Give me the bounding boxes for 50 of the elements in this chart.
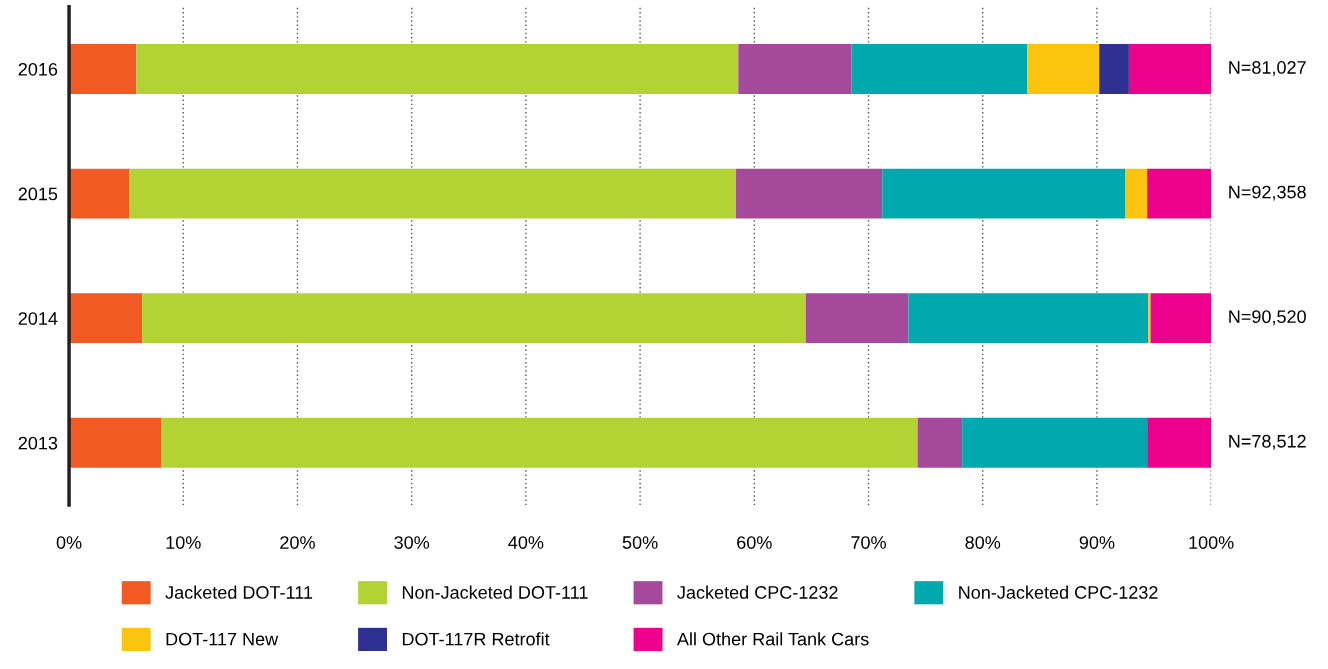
legend-label: All Other Rail Tank Cars	[676, 632, 869, 646]
bar	[736, 168, 883, 219]
bar	[69, 417, 162, 468]
legend-label: Non-Jacketed DOT-111	[402, 585, 588, 599]
legend-label: Jacketed CPC-1232	[677, 585, 838, 599]
bar	[69, 168, 130, 219]
y-tick-label: 2015	[18, 187, 58, 201]
legend-label: Jacketed DOT-111	[165, 585, 313, 599]
bar	[1150, 293, 1212, 344]
bar	[805, 293, 909, 344]
legend-label: Non-Jacketed CPC-1232	[959, 585, 1158, 599]
bar	[1125, 168, 1148, 219]
legend-label: DOT-117R Retrofit	[402, 632, 550, 646]
bar	[69, 293, 143, 344]
x-tick-label: 40%	[508, 536, 544, 549]
bar	[142, 293, 806, 344]
text: N=78,512	[1229, 434, 1306, 450]
bar	[917, 417, 963, 468]
bar	[908, 293, 1149, 344]
y-tick-label: 2013	[18, 436, 58, 450]
y-tick-label: 2014	[18, 312, 58, 325]
bar	[1099, 44, 1129, 94]
x-tick-label: 100%	[1189, 536, 1234, 549]
bar	[1027, 44, 1100, 94]
text: N=81,027	[1229, 61, 1306, 76]
x-tick-label: 30%	[394, 536, 430, 549]
bar	[882, 168, 1126, 219]
bar	[1147, 417, 1212, 468]
bar	[851, 44, 1028, 94]
x-tick-label: 0%	[56, 536, 82, 549]
x-tick-label: 70%	[851, 536, 886, 549]
x-tick-label: 10%	[166, 536, 201, 549]
x-tick-label: 50%	[622, 536, 658, 549]
bar	[738, 44, 852, 94]
bar	[1128, 44, 1212, 94]
x-tick-label: 90%	[1079, 536, 1115, 549]
bar	[1147, 168, 1212, 219]
bar	[136, 44, 739, 94]
text: N=90,520	[1229, 310, 1306, 326]
bar	[161, 417, 918, 468]
x-tick-label: 80%	[965, 536, 1001, 549]
bar	[1148, 293, 1151, 344]
x-tick-label: 20%	[280, 536, 315, 549]
x-tick-label: 60%	[737, 536, 772, 549]
text: N=92,358	[1229, 185, 1306, 201]
bar	[69, 44, 137, 94]
legend-label: DOT-117 New	[166, 632, 279, 646]
bar	[962, 417, 1148, 468]
bar	[129, 168, 737, 219]
y-tick-label: 2016	[18, 62, 58, 76]
